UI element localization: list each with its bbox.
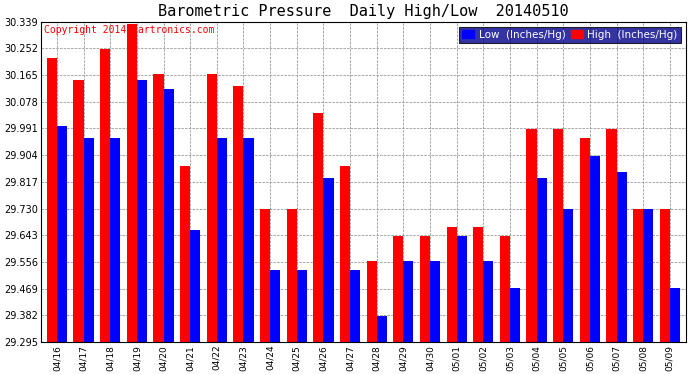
Bar bbox=[350, 270, 360, 342]
Bar bbox=[100, 49, 110, 342]
Bar bbox=[473, 227, 483, 342]
Bar bbox=[393, 236, 404, 342]
Bar bbox=[313, 114, 324, 342]
Bar bbox=[110, 138, 120, 342]
Bar bbox=[377, 316, 387, 342]
Bar bbox=[190, 230, 200, 342]
Bar bbox=[526, 129, 537, 342]
Bar bbox=[643, 209, 653, 342]
Bar bbox=[153, 74, 164, 342]
Bar bbox=[660, 209, 670, 342]
Bar bbox=[483, 261, 493, 342]
Bar bbox=[297, 270, 307, 342]
Bar bbox=[164, 89, 174, 342]
Legend: Low  (Inches/Hg), High  (Inches/Hg): Low (Inches/Hg), High (Inches/Hg) bbox=[459, 27, 680, 43]
Title: Barometric Pressure  Daily High/Low  20140510: Barometric Pressure Daily High/Low 20140… bbox=[158, 4, 569, 19]
Bar bbox=[537, 178, 546, 342]
Bar bbox=[270, 270, 280, 342]
Bar bbox=[340, 166, 350, 342]
Bar bbox=[404, 261, 413, 342]
Bar bbox=[500, 236, 510, 342]
Bar bbox=[607, 129, 617, 342]
Bar bbox=[244, 138, 254, 342]
Bar bbox=[580, 138, 590, 342]
Bar bbox=[127, 24, 137, 342]
Bar bbox=[207, 74, 217, 342]
Bar bbox=[563, 209, 573, 342]
Bar bbox=[457, 236, 466, 342]
Bar bbox=[57, 126, 67, 342]
Bar bbox=[180, 166, 190, 342]
Bar bbox=[446, 227, 457, 342]
Bar bbox=[324, 178, 333, 342]
Bar bbox=[366, 261, 377, 342]
Bar bbox=[590, 156, 600, 342]
Bar bbox=[553, 129, 563, 342]
Bar bbox=[286, 209, 297, 342]
Bar bbox=[260, 209, 270, 342]
Bar bbox=[233, 86, 244, 342]
Bar bbox=[420, 236, 430, 342]
Text: Copyright 2014 Cartronics.com: Copyright 2014 Cartronics.com bbox=[44, 25, 215, 35]
Bar bbox=[83, 138, 94, 342]
Bar bbox=[137, 80, 147, 342]
Bar bbox=[217, 138, 227, 342]
Bar bbox=[633, 209, 643, 342]
Bar bbox=[670, 288, 680, 342]
Bar bbox=[430, 261, 440, 342]
Bar bbox=[617, 172, 627, 342]
Bar bbox=[47, 58, 57, 342]
Bar bbox=[73, 80, 83, 342]
Bar bbox=[510, 288, 520, 342]
